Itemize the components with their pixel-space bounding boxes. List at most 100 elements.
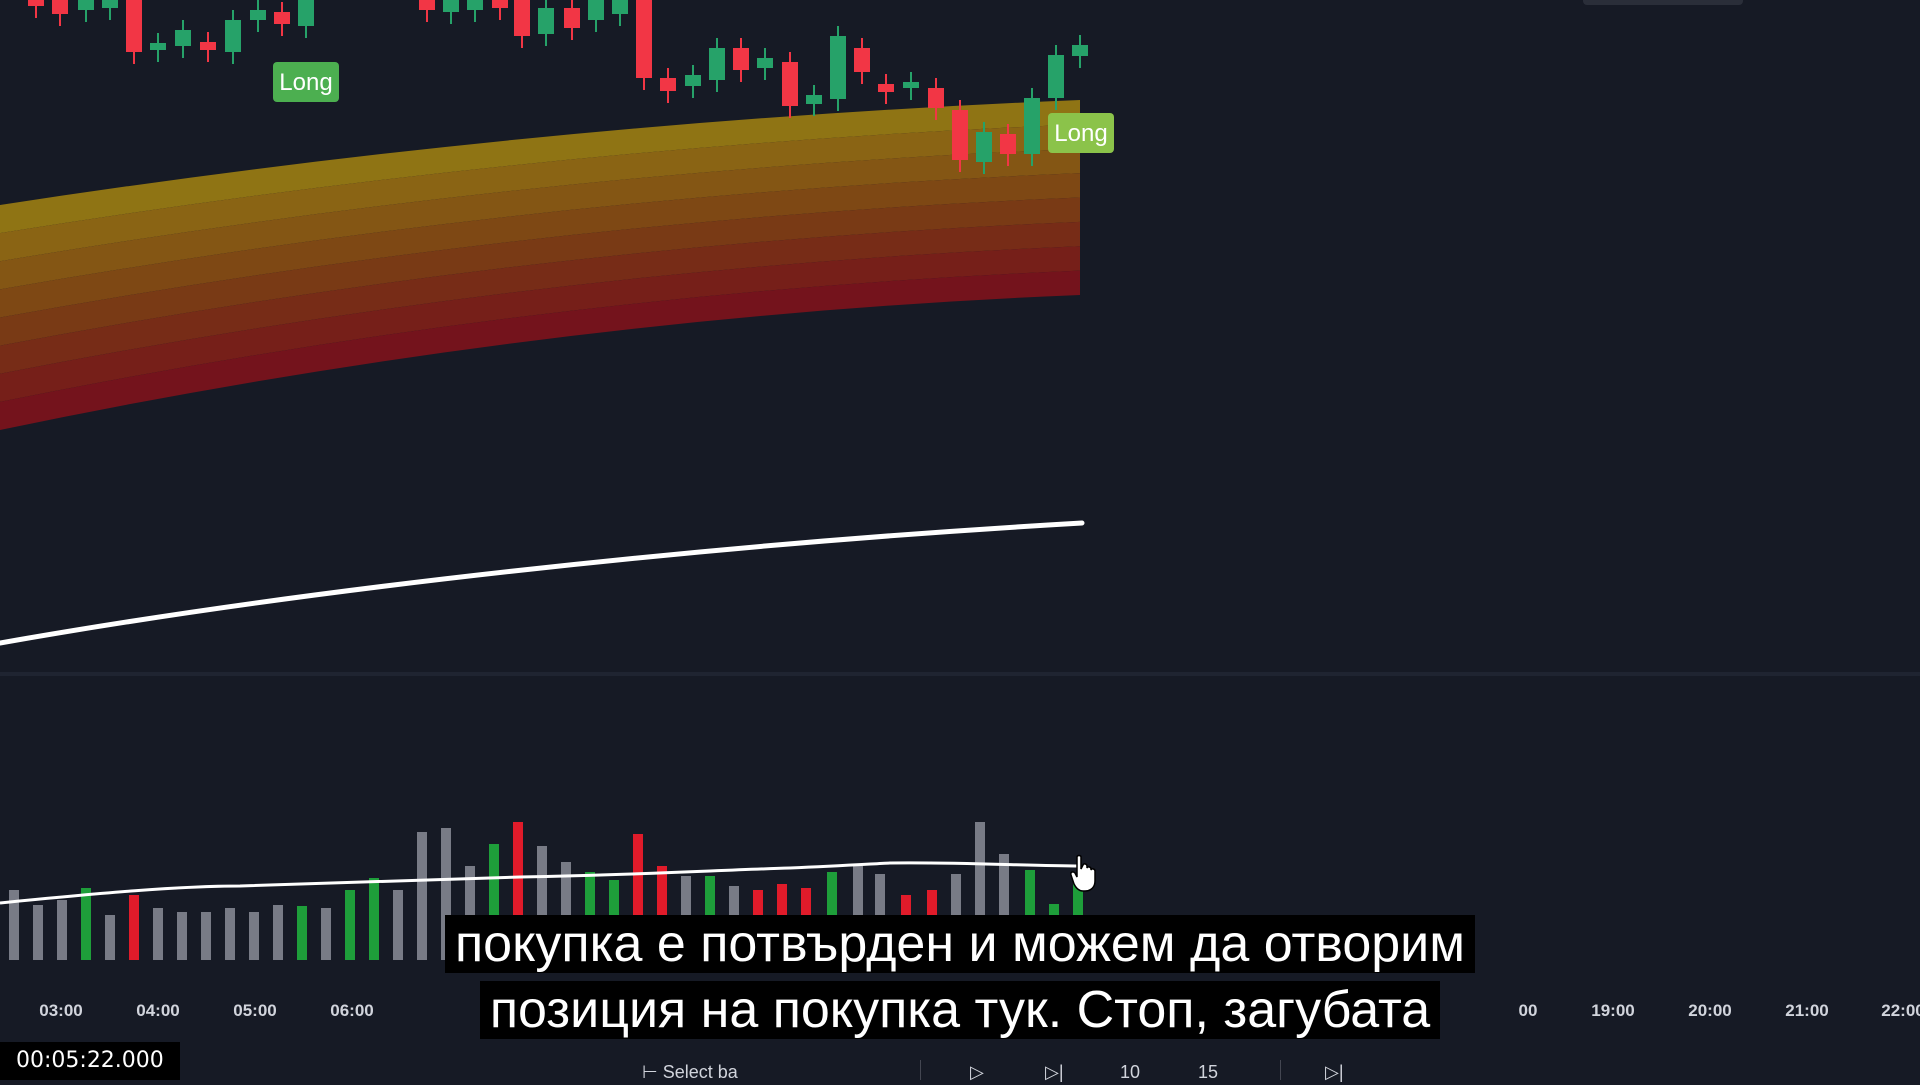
candle [588,0,604,32]
candle [952,100,968,172]
candle [612,0,628,26]
candle [903,72,919,100]
candle [928,78,944,120]
candle [1000,124,1016,166]
candle [419,0,435,22]
ribbon-band [0,173,1080,318]
volume-bar [321,908,331,960]
volume-bar [57,900,67,960]
time-axis-label: 05:00 [233,1001,277,1020]
volume-bar [369,878,379,960]
candle [52,0,68,26]
candle [854,38,870,84]
candle [274,2,290,36]
ribbon-band [0,148,1080,290]
candle [514,0,530,48]
long-signal-label: Long [273,62,339,102]
candlesticks [28,0,1088,174]
volume-bar [33,905,43,960]
pane-divider [0,672,1920,676]
candle [175,20,191,58]
select-bar-button[interactable]: ⊢ Select ba [642,1062,738,1083]
volume-bar [345,890,355,960]
long-signal-label: Long [1048,113,1114,153]
candle [733,38,749,82]
candle [1072,35,1088,68]
step-forward-icon[interactable]: ▷| [1045,1062,1064,1082]
volume-bar [853,866,863,960]
candle [660,68,676,103]
candle [636,0,652,90]
volume-ma-line [0,861,1081,905]
subtitle-line-2: позиция на покупка тук. Стоп, загубата [0,979,1920,1041]
candle [78,0,94,22]
video-timestamp: 00:05:22.000 [0,1042,180,1080]
volume-bar [561,862,571,960]
candle [757,48,773,80]
time-axis-label: 06:00 [330,1001,374,1020]
top-button[interactable] [1583,0,1743,5]
candle [467,0,483,22]
volume-bar [441,828,451,960]
ribbon-band [0,221,1080,374]
ma-ribbon [0,100,1080,430]
candle [298,0,314,38]
signals: Long Long [273,62,1114,153]
candle [878,74,894,104]
candle [806,85,822,116]
subtitle-text: покупка е потвърден и можем да отворим [445,915,1475,973]
play-icon[interactable]: ▷ [970,1062,984,1082]
volume-bar [465,866,475,960]
candle [492,0,508,20]
replay-toolbar: ⊢ Select ba ▷ ▷| 10 15 ▷| [620,1060,1380,1083]
volume-bar [177,912,187,960]
hand-cursor-icon [1070,854,1096,892]
time-axis-label: 21:00 [1785,1001,1829,1020]
candle [102,0,118,20]
speed-b[interactable]: 15 [1198,1062,1219,1082]
ribbon-band [0,100,1080,234]
candle [830,26,846,111]
candle [126,0,142,64]
select-bar-icon: ⊢ [642,1062,658,1082]
ribbon-band [0,270,1080,430]
volume-bar [513,822,523,960]
time-axis-label: 04:00 [136,1001,180,1020]
candle [1048,45,1064,110]
long-signal-text: Long [279,69,332,96]
volume-bar [633,834,643,960]
volume-bar [657,866,667,960]
volume-bar [297,906,307,960]
time-axis-label: 03:00 [39,1001,83,1020]
time-axis-label: 22:00 [1881,1001,1920,1020]
volume-bar [273,905,283,960]
time-axis-label: 20:00 [1688,1001,1732,1020]
volume-bar [417,832,427,960]
ribbon-band [0,197,1080,346]
volume-bar [225,908,235,960]
ribbon-band [0,124,1080,262]
volume-bar [153,908,163,960]
volume-bar [249,912,259,960]
skip-end-icon[interactable]: ▷| [1325,1062,1344,1082]
candle [225,10,241,64]
candle [28,0,44,18]
long-ma-line [0,520,1085,646]
time-axis-label: 00 [1518,1001,1538,1020]
candle [709,38,725,92]
volume-bar [81,888,91,960]
long-signal-text: Long [1054,120,1107,147]
candle [782,52,798,118]
subtitle-text: позиция на покупка тук. Стоп, загубата [479,981,1441,1039]
ribbon-band [0,246,1080,402]
volume-bar [975,822,985,960]
volume-bar [9,890,19,960]
volume-bar [999,854,1009,960]
candle [976,122,992,174]
candle [685,65,701,98]
candle [250,0,266,32]
speed-a[interactable]: 10 [1120,1062,1141,1082]
volume-bar [201,912,211,960]
